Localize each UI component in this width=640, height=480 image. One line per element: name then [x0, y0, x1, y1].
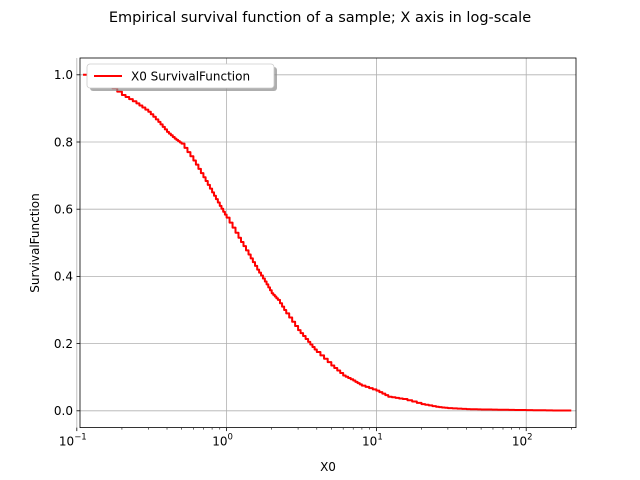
y-axis-label: SurvivalFunction: [28, 193, 42, 292]
y-tick-label: 1.0: [54, 68, 73, 82]
x-tick-label: 100: [212, 433, 233, 449]
legend-box: [86, 63, 275, 89]
series-line-0: [83, 73, 572, 412]
axis-ticks: 10−1 100 101 102 0.0 0.2 0.4 0.6 0.8 1.0: [54, 68, 572, 449]
x-tick-label: 101: [362, 433, 383, 449]
y-tick-label: 0.4: [54, 270, 73, 284]
legend-label: X0 SurvivalFunction: [131, 70, 250, 84]
y-tick-label: 0.0: [54, 404, 73, 418]
series-layer: [83, 73, 572, 412]
y-tick-label: 0.8: [54, 135, 73, 149]
grid-lines: [76, 58, 576, 428]
plot-frame: [79, 57, 577, 429]
x-axis-label: X0: [320, 460, 336, 474]
chart-title: Empirical survival function of a sample;…: [109, 10, 531, 26]
y-tick-label: 0.6: [54, 203, 73, 217]
y-tick-label: 0.2: [54, 337, 73, 351]
legend: X0 SurvivalFunction: [86, 63, 277, 91]
x-tick-label: 102: [512, 433, 533, 449]
x-tick-label: 10−1: [59, 433, 87, 449]
